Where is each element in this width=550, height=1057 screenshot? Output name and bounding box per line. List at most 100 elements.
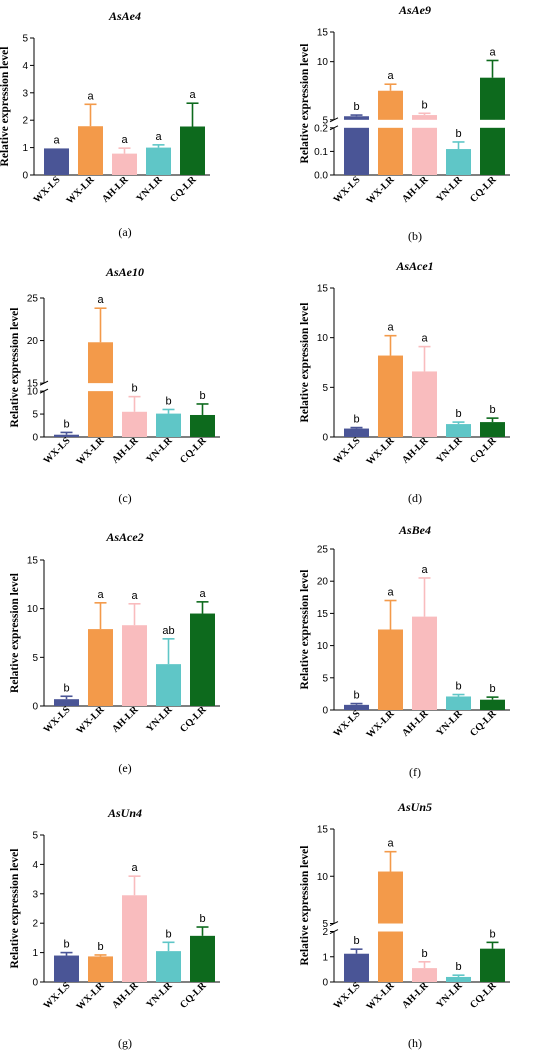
significance-letter: b — [489, 683, 495, 695]
y-tick-label: 0.1 — [314, 147, 328, 158]
bar-ah-lr-upper — [412, 115, 437, 120]
significance-letter: a — [387, 838, 394, 850]
significance-letter: b — [63, 418, 69, 430]
y-tick-label: 15 — [317, 28, 329, 39]
y-tick-label: 0 — [322, 706, 328, 717]
panel-label: (b) — [408, 229, 422, 243]
x-tick-label: CQ-LR — [168, 174, 199, 205]
bar-yn-lr — [156, 664, 181, 706]
x-tick-label: YN-LR — [134, 174, 165, 205]
significance-letter: b — [165, 928, 171, 940]
bar-wx-ls — [54, 699, 79, 706]
x-tick-label: YN-LR — [434, 435, 465, 466]
x-tick-label: AH-LR — [100, 174, 131, 205]
y-tick-label: 0 — [22, 171, 28, 182]
bar-wx-ls — [344, 953, 369, 982]
y-tick-label: 0 — [32, 433, 38, 444]
significance-letter: b — [97, 941, 103, 953]
bar-cq-lr — [480, 699, 505, 710]
y-tick-label: 15 — [317, 284, 329, 295]
significance-letter: a — [53, 134, 60, 146]
panel-label: (a) — [118, 225, 131, 239]
y-tick-label: 0.0 — [314, 171, 328, 182]
y-tick-label: 5 — [322, 673, 328, 684]
bar-ah-lr — [122, 625, 147, 706]
bar-yn-lr — [446, 149, 471, 175]
significance-letter: b — [353, 414, 359, 426]
x-tick-label: AH-LR — [400, 174, 431, 205]
bar-ah-lr — [412, 968, 437, 982]
y-tick-label: 2 — [22, 116, 28, 127]
chart-title: AsAe4 — [108, 9, 141, 23]
bar-ah-lr — [412, 371, 437, 437]
bar-wx-lr-upper — [378, 871, 403, 924]
bar-wx-lr — [378, 355, 403, 437]
x-tick-label: AH-LR — [400, 708, 431, 739]
x-tick-label: AH-LR — [110, 980, 141, 1011]
y-axis-label: Relative expression level — [299, 846, 311, 966]
significance-letter: b — [165, 395, 171, 407]
significance-letter: a — [87, 90, 94, 102]
chart-title: AsAe10 — [105, 265, 144, 279]
bar-ah-lr — [122, 411, 147, 437]
bar-wx-lr-lower — [88, 391, 113, 437]
y-tick-label: 15 — [317, 609, 329, 620]
y-tick-label: 0 — [32, 978, 38, 989]
bar-wx-lr — [378, 629, 403, 710]
x-tick-label: AH-LR — [400, 980, 431, 1011]
x-tick-label: WX-LR — [74, 980, 107, 1013]
significance-letter: b — [455, 961, 461, 973]
y-axis-label: Relative expression level — [299, 44, 311, 164]
chart-panel-3: AsAce1 Relative expression level 0 5 10 15 b WX… — [299, 259, 510, 505]
y-tick-label: 10 — [317, 872, 329, 883]
x-tick-label: CQ-LR — [468, 174, 499, 205]
x-tick-label: WX-LR — [364, 435, 397, 468]
bar-ah-lr — [112, 153, 137, 175]
x-tick-label: CQ-LR — [178, 980, 209, 1011]
x-tick-label: CQ-LR — [468, 435, 499, 466]
bar-cq-lr-upper — [480, 77, 505, 120]
significance-letter: b — [489, 928, 495, 940]
y-tick-label: 5 — [322, 115, 328, 126]
x-tick-label: AH-LR — [110, 704, 141, 735]
significance-letter: b — [455, 128, 461, 140]
y-tick-label: 5 — [322, 383, 328, 394]
bar-cq-lr — [190, 613, 215, 706]
y-tick-label: 20 — [317, 577, 329, 588]
y-tick-label: 20 — [27, 336, 39, 347]
x-tick-label: WX-LR — [364, 708, 397, 741]
panel-label: (c) — [118, 491, 131, 505]
x-tick-label: CQ-LR — [468, 980, 499, 1011]
significance-letter: b — [131, 383, 137, 395]
x-tick-label: YN-LR — [434, 980, 465, 1011]
x-tick-label: AH-LR — [110, 435, 141, 466]
significance-letter: a — [421, 564, 428, 576]
significance-letter: a — [131, 862, 138, 874]
x-tick-label: WX-LR — [64, 174, 97, 207]
y-tick-label: 5 — [32, 831, 38, 842]
bar-wx-ls — [54, 434, 79, 437]
y-tick-label: 10 — [317, 333, 329, 344]
y-axis-label: Relative expression level — [299, 303, 311, 423]
significance-letter: a — [97, 589, 104, 601]
x-tick-label: WX-LS — [42, 980, 73, 1011]
y-tick-label: 10 — [27, 604, 39, 615]
bar-yn-lr — [446, 424, 471, 437]
bar-wx-lr — [88, 629, 113, 706]
bar-yn-lr — [156, 951, 181, 982]
y-tick-label: 3 — [22, 88, 28, 99]
y-tick-label: 25 — [27, 294, 39, 305]
significance-letter: b — [353, 101, 359, 113]
y-tick-label: 10 — [27, 387, 39, 398]
y-tick-label: 25 — [317, 545, 329, 556]
significance-letter: b — [421, 948, 427, 960]
y-tick-label: 2 — [32, 919, 38, 930]
chart-title: AsUn4 — [107, 806, 142, 820]
y-tick-label: 5 — [32, 653, 38, 664]
bar-wx-ls — [54, 955, 79, 982]
bar-wx-ls-lower — [344, 127, 369, 175]
bar-wx-lr — [88, 956, 113, 982]
panel-label: (d) — [408, 491, 422, 505]
